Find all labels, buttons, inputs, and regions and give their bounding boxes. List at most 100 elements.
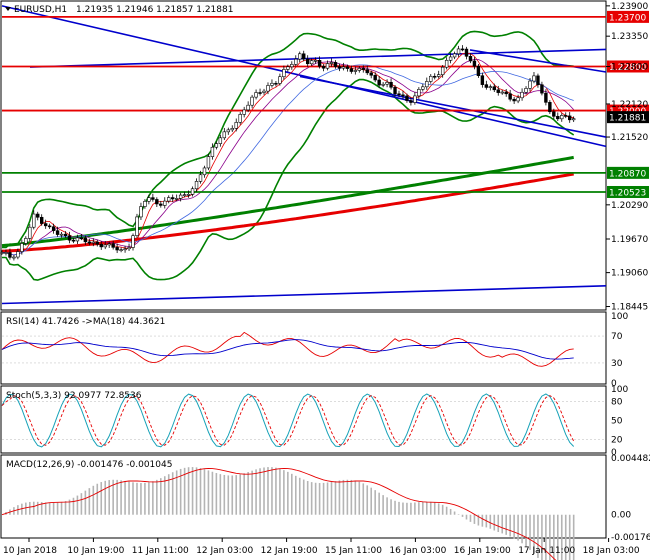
price-tick-label: 1.23900 (611, 2, 648, 12)
candle-body (528, 80, 532, 89)
candle-body (16, 251, 20, 258)
candle-body (111, 243, 115, 248)
candle-body (63, 233, 68, 237)
level-tag-label: 1.23700 (609, 13, 646, 23)
candle-body (556, 116, 560, 120)
candles (0, 45, 576, 261)
candle-body (436, 74, 441, 77)
candle-body (194, 181, 199, 190)
candle-body (178, 194, 183, 199)
candle-body (28, 226, 32, 239)
level-tag-label: 1.20870 (609, 169, 646, 179)
candle-body (75, 237, 80, 242)
time-tick-label: 17 Jan 11:00 (518, 546, 575, 556)
candle-body (544, 92, 548, 103)
candle-body (286, 66, 290, 70)
price-tick-label: 1.23350 (611, 32, 648, 42)
macd-panel-frame (0, 454, 607, 539)
candle-body (8, 252, 12, 258)
candle-body (210, 146, 215, 157)
price-tick-label: 1.19060 (611, 269, 648, 279)
symbol-dropdown-icon[interactable] (5, 7, 11, 11)
candle-body (361, 68, 365, 70)
candle-body (167, 197, 171, 202)
candle-body (353, 70, 358, 72)
candle-body (71, 239, 76, 242)
time-tick-label: 18 Jan 03:00 (583, 546, 640, 556)
trendline-2[interactable] (1, 285, 607, 305)
candle-body (234, 122, 238, 129)
ma-mid (2, 58, 574, 256)
candle-body (472, 60, 477, 67)
rsi-ma-line (1, 339, 574, 360)
candle-body (433, 75, 437, 78)
candle-body (325, 63, 330, 69)
candle-body (548, 102, 552, 113)
candle-body (317, 59, 322, 67)
candle-body (242, 109, 246, 115)
rsi-level-label: 30 (611, 359, 623, 369)
candle-body (524, 88, 528, 93)
macd-indicator: 0.004482 0.00 -0.00176 (1, 454, 650, 560)
candle-body (246, 104, 250, 111)
rsi-panel-frame (0, 311, 607, 385)
candle-body (202, 167, 207, 176)
candle-body (250, 96, 254, 106)
candle-body (397, 93, 401, 96)
candle-body (540, 84, 544, 94)
macd-level-label: 0.004482 (611, 454, 650, 464)
candle-body (155, 199, 159, 205)
candle-body (278, 76, 282, 84)
time-tick-label: 12 Jan 19:00 (261, 546, 318, 556)
moving-averages (1, 52, 574, 256)
ma-green-long (1, 155, 574, 248)
candle-body (79, 237, 84, 240)
candle-body (43, 223, 48, 227)
candle-body (147, 197, 151, 202)
candle-body (20, 243, 24, 252)
candle-body (254, 92, 258, 98)
candle-body (226, 129, 230, 133)
stoch-level-label: 20 (611, 435, 623, 445)
rsi-line (1, 331, 574, 367)
candle-body (274, 82, 278, 85)
candle-body (91, 241, 96, 244)
candle-body (206, 156, 211, 169)
candle-body (182, 194, 187, 196)
candle-body (143, 201, 147, 207)
candle-body (373, 74, 377, 81)
candle-body (488, 86, 493, 88)
candle-body (456, 48, 461, 55)
candle-body (214, 143, 219, 148)
time-axis: 10 Jan 2018 10 Jan 19:00 11 Jan 11:00 12 Ja… (3, 538, 640, 556)
candle-body (329, 62, 334, 64)
trendline-5[interactable] (469, 49, 607, 73)
bollinger-bands (2, 30, 575, 281)
candle-body (87, 241, 92, 244)
candle-body (504, 91, 508, 95)
candle-body (492, 86, 496, 91)
trendline-1[interactable] (1, 5, 607, 148)
candle-body (365, 69, 369, 74)
candle-body (262, 90, 266, 93)
candle-body (405, 95, 409, 101)
trendline-4[interactable] (299, 75, 607, 138)
trendline-3[interactable] (29, 48, 607, 68)
candle-body (536, 75, 540, 86)
candle-body (468, 55, 473, 62)
rsi-level-label: 100 (611, 312, 628, 322)
candle-body (464, 48, 469, 57)
candle-body (290, 64, 294, 68)
candle-body (298, 53, 302, 60)
rsi-indicator: 100 70 30 0 (1, 312, 628, 389)
candle-body (337, 66, 342, 69)
candle-body (520, 91, 524, 99)
candle-body (171, 197, 175, 200)
candle-body (107, 243, 111, 246)
trendlines[interactable] (1, 5, 607, 305)
candle-body (151, 197, 155, 200)
candle-body (222, 131, 227, 139)
price-tick-label: 1.19670 (611, 235, 648, 245)
